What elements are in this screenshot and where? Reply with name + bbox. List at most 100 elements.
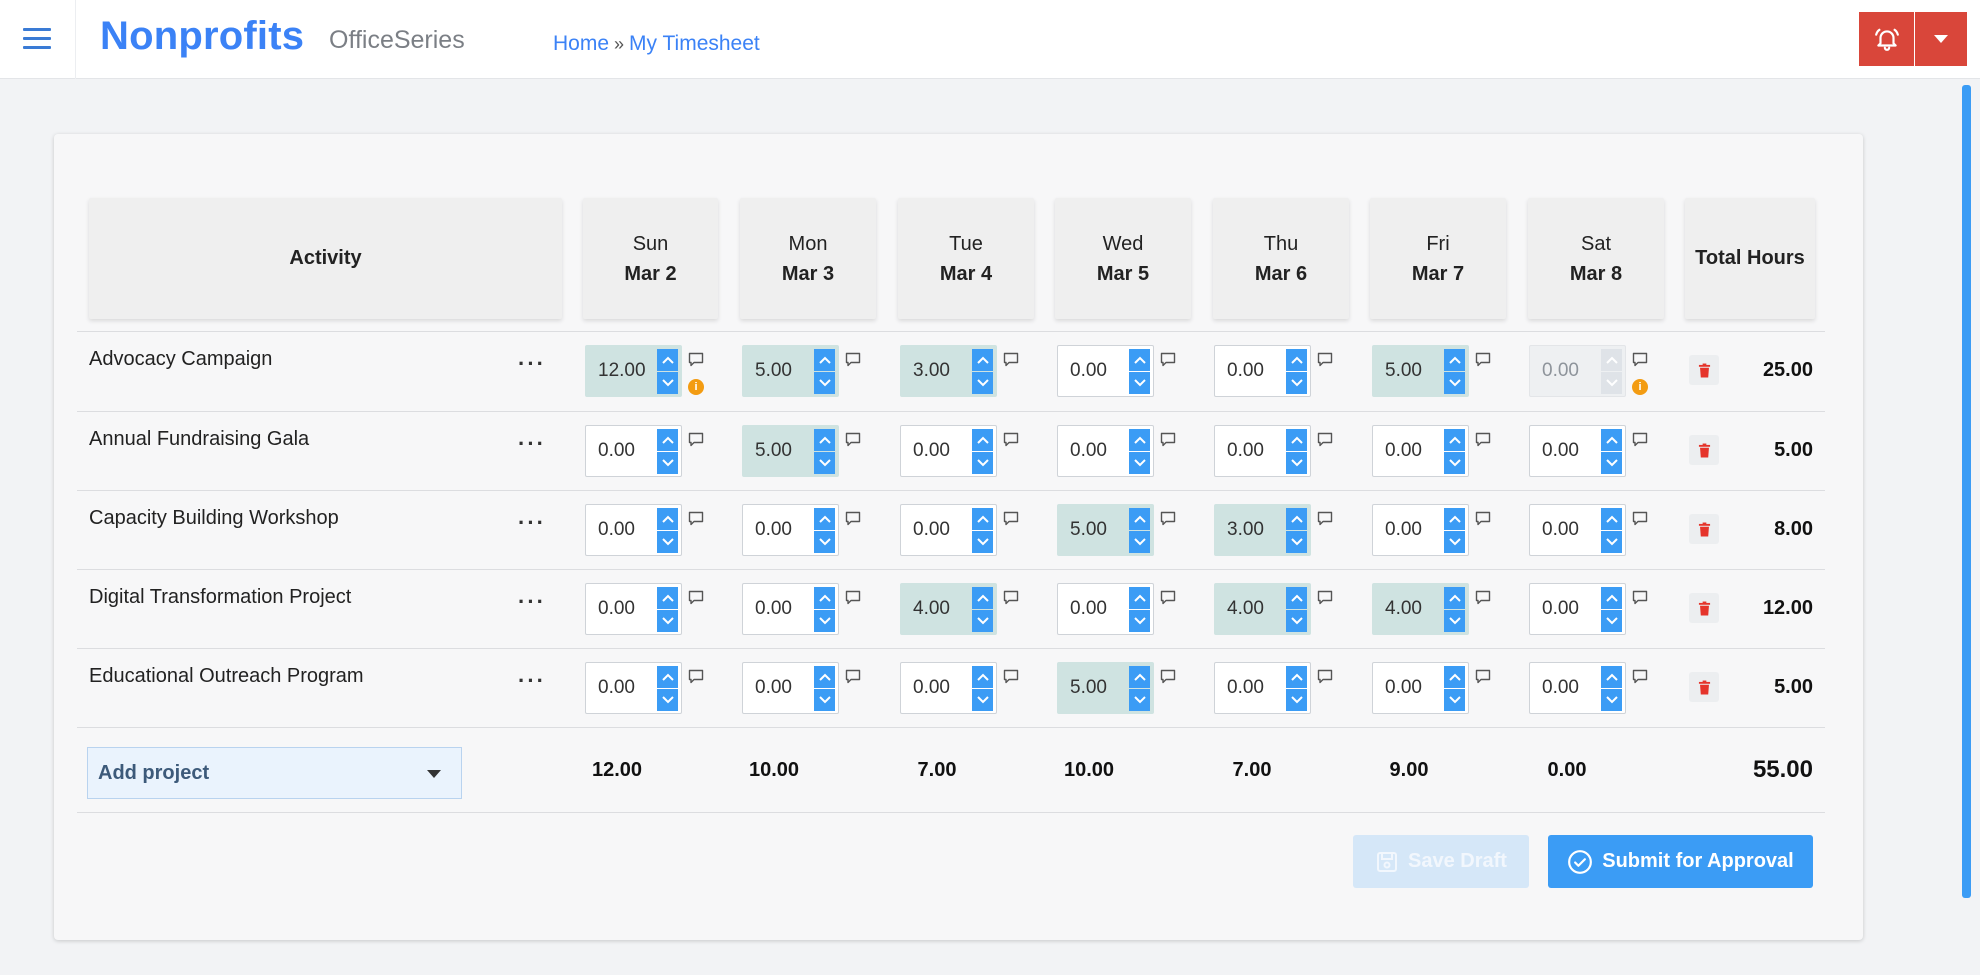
increment-icon[interactable]: [972, 587, 993, 609]
delete-row-icon[interactable]: [1689, 514, 1719, 544]
row-options-icon[interactable]: ···: [518, 510, 546, 535]
increment-icon[interactable]: [972, 429, 993, 451]
comment-icon[interactable]: [688, 669, 704, 684]
decrement-icon[interactable]: [1286, 689, 1307, 711]
decrement-icon[interactable]: [657, 610, 678, 632]
delete-row-icon[interactable]: [1689, 435, 1719, 465]
decrement-icon[interactable]: [814, 452, 835, 474]
decrement-icon[interactable]: [1129, 610, 1150, 632]
comment-icon[interactable]: [688, 590, 704, 605]
user-menu-dropdown-button[interactable]: [1915, 12, 1967, 66]
decrement-icon[interactable]: [657, 372, 678, 394]
comment-icon[interactable]: [1475, 432, 1491, 447]
decrement-icon[interactable]: [1444, 452, 1465, 474]
comment-icon[interactable]: [845, 432, 861, 447]
comment-icon[interactable]: [845, 511, 861, 526]
hours-input-fri[interactable]: 0.00: [1372, 425, 1469, 477]
increment-icon[interactable]: [1129, 666, 1150, 688]
hours-input-thu[interactable]: 0.00: [1214, 425, 1311, 477]
comment-icon[interactable]: [1317, 511, 1333, 526]
hours-input-sat[interactable]: 0.00: [1529, 504, 1626, 556]
decrement-icon[interactable]: [972, 372, 993, 394]
decrement-icon[interactable]: [1129, 689, 1150, 711]
increment-icon[interactable]: [657, 349, 678, 371]
decrement-icon[interactable]: [1444, 372, 1465, 394]
increment-icon[interactable]: [657, 587, 678, 609]
comment-icon[interactable]: [845, 669, 861, 684]
decrement-icon[interactable]: [1286, 372, 1307, 394]
decrement-icon[interactable]: [1601, 689, 1622, 711]
comment-icon[interactable]: [1632, 352, 1648, 367]
increment-icon[interactable]: [972, 508, 993, 530]
comment-icon[interactable]: [688, 432, 704, 447]
decrement-icon[interactable]: [1601, 372, 1622, 394]
increment-icon[interactable]: [1444, 429, 1465, 451]
comment-icon[interactable]: [1003, 669, 1019, 684]
decrement-icon[interactable]: [1286, 531, 1307, 553]
increment-icon[interactable]: [972, 666, 993, 688]
hours-input-fri[interactable]: 4.00: [1372, 583, 1469, 635]
decrement-icon[interactable]: [814, 531, 835, 553]
increment-icon[interactable]: [1286, 587, 1307, 609]
comment-icon[interactable]: [1003, 590, 1019, 605]
hours-input-thu[interactable]: 0.00: [1214, 345, 1311, 397]
decrement-icon[interactable]: [1129, 452, 1150, 474]
decrement-icon[interactable]: [972, 689, 993, 711]
increment-icon[interactable]: [657, 666, 678, 688]
comment-icon[interactable]: [845, 590, 861, 605]
hours-input-fri[interactable]: 5.00: [1372, 345, 1469, 397]
hours-input-sun[interactable]: 12.00: [585, 345, 682, 397]
decrement-icon[interactable]: [972, 452, 993, 474]
decrement-icon[interactable]: [814, 610, 835, 632]
hours-input-wed[interactable]: 5.00: [1057, 504, 1154, 556]
hours-input-sun[interactable]: 0.00: [585, 583, 682, 635]
increment-icon[interactable]: [1601, 508, 1622, 530]
decrement-icon[interactable]: [1601, 531, 1622, 553]
increment-icon[interactable]: [1129, 587, 1150, 609]
comment-icon[interactable]: [1003, 352, 1019, 367]
comment-icon[interactable]: [1160, 352, 1176, 367]
comment-icon[interactable]: [688, 352, 704, 367]
increment-icon[interactable]: [1129, 429, 1150, 451]
increment-icon[interactable]: [814, 666, 835, 688]
increment-icon[interactable]: [814, 587, 835, 609]
hours-input-mon[interactable]: 5.00: [742, 425, 839, 477]
submit-for-approval-button[interactable]: Submit for Approval: [1548, 835, 1813, 888]
row-options-icon[interactable]: ···: [518, 589, 546, 614]
notifications-button[interactable]: [1859, 12, 1914, 66]
increment-icon[interactable]: [1286, 508, 1307, 530]
hours-input-wed[interactable]: 0.00: [1057, 583, 1154, 635]
decrement-icon[interactable]: [1129, 372, 1150, 394]
comment-icon[interactable]: [1317, 352, 1333, 367]
decrement-icon[interactable]: [657, 452, 678, 474]
comment-icon[interactable]: [1003, 432, 1019, 447]
hours-input-tue[interactable]: 4.00: [900, 583, 997, 635]
increment-icon[interactable]: [1601, 349, 1622, 371]
decrement-icon[interactable]: [972, 531, 993, 553]
hours-input-thu[interactable]: 4.00: [1214, 583, 1311, 635]
hours-input-thu[interactable]: 0.00: [1214, 662, 1311, 714]
delete-row-icon[interactable]: [1689, 355, 1719, 385]
comment-icon[interactable]: [1160, 669, 1176, 684]
hours-input-sat[interactable]: 0.00: [1529, 583, 1626, 635]
hours-input-thu[interactable]: 3.00: [1214, 504, 1311, 556]
hours-input-wed[interactable]: 0.00: [1057, 345, 1154, 397]
comment-icon[interactable]: [1632, 669, 1648, 684]
hours-input-tue[interactable]: 3.00: [900, 345, 997, 397]
comment-icon[interactable]: [1632, 511, 1648, 526]
increment-icon[interactable]: [1601, 429, 1622, 451]
comment-icon[interactable]: [688, 511, 704, 526]
hours-input-wed[interactable]: 5.00: [1057, 662, 1154, 714]
menu-icon[interactable]: [23, 28, 51, 50]
hours-input-fri[interactable]: 0.00: [1372, 662, 1469, 714]
hours-input-fri[interactable]: 0.00: [1372, 504, 1469, 556]
decrement-icon[interactable]: [1286, 452, 1307, 474]
decrement-icon[interactable]: [1601, 610, 1622, 632]
hours-input-sun[interactable]: 0.00: [585, 504, 682, 556]
hours-input-sat[interactable]: 0.00: [1529, 662, 1626, 714]
page-scrollbar[interactable]: [1962, 85, 1971, 898]
delete-row-icon[interactable]: [1689, 593, 1719, 623]
delete-row-icon[interactable]: [1689, 672, 1719, 702]
decrement-icon[interactable]: [814, 689, 835, 711]
comment-icon[interactable]: [1632, 590, 1648, 605]
